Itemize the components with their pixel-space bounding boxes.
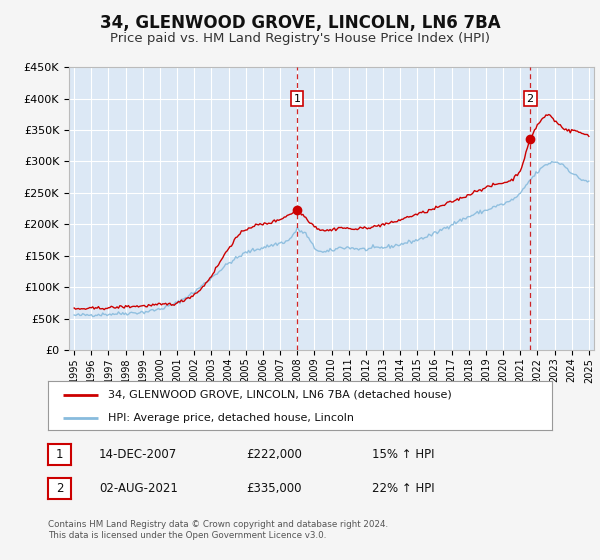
Text: HPI: Average price, detached house, Lincoln: HPI: Average price, detached house, Linc…	[109, 413, 355, 423]
Text: 14-DEC-2007: 14-DEC-2007	[99, 448, 177, 461]
Text: £335,000: £335,000	[246, 482, 302, 495]
Text: 34, GLENWOOD GROVE, LINCOLN, LN6 7BA (detached house): 34, GLENWOOD GROVE, LINCOLN, LN6 7BA (de…	[109, 390, 452, 400]
Text: 1: 1	[293, 94, 301, 104]
Text: 22% ↑ HPI: 22% ↑ HPI	[372, 482, 434, 495]
Text: Price paid vs. HM Land Registry's House Price Index (HPI): Price paid vs. HM Land Registry's House …	[110, 32, 490, 45]
Text: £222,000: £222,000	[246, 448, 302, 461]
Text: 15% ↑ HPI: 15% ↑ HPI	[372, 448, 434, 461]
Text: 2: 2	[56, 482, 63, 495]
Text: 02-AUG-2021: 02-AUG-2021	[99, 482, 178, 495]
Text: Contains HM Land Registry data © Crown copyright and database right 2024.
This d: Contains HM Land Registry data © Crown c…	[48, 520, 388, 540]
Text: 2: 2	[527, 94, 534, 104]
Text: 1: 1	[56, 448, 63, 461]
Text: 34, GLENWOOD GROVE, LINCOLN, LN6 7BA: 34, GLENWOOD GROVE, LINCOLN, LN6 7BA	[100, 14, 500, 32]
